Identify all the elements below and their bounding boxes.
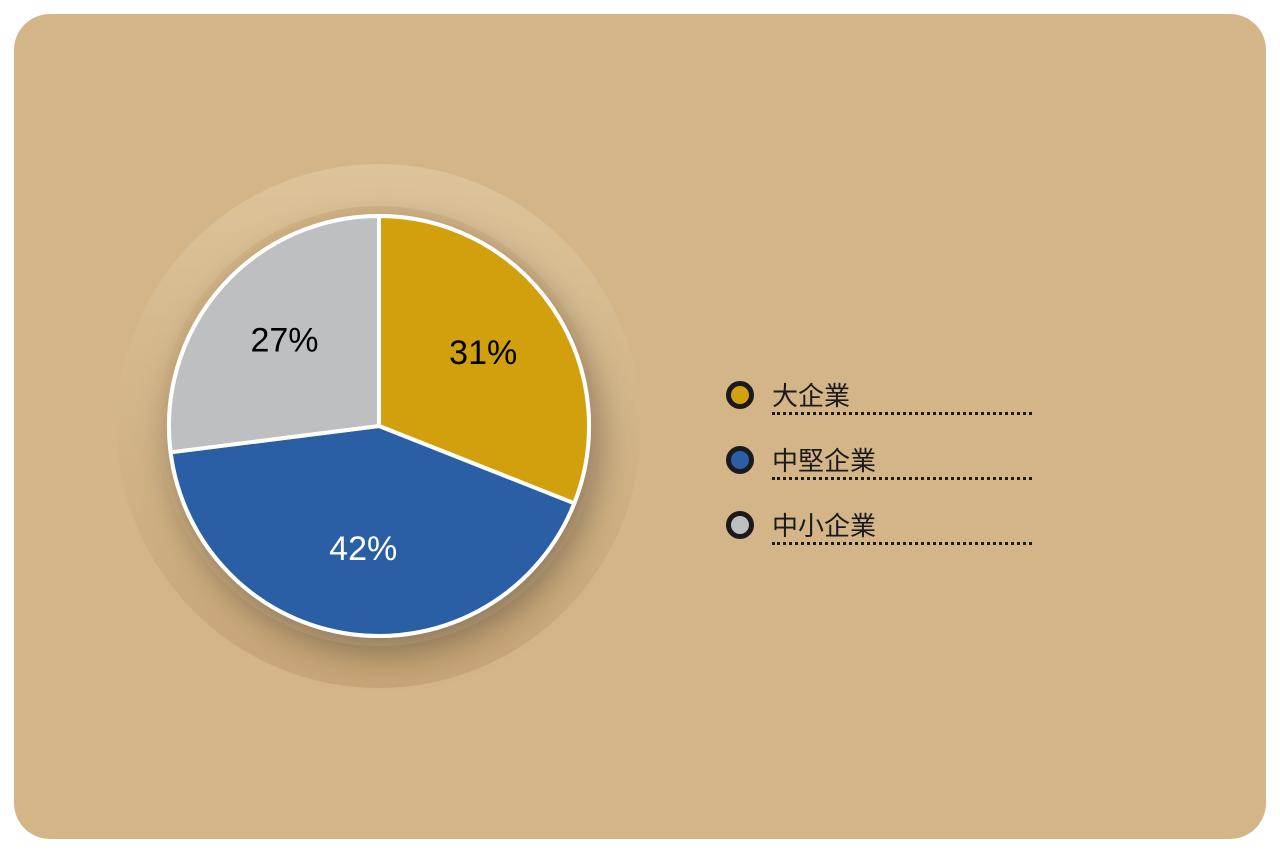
pie-slice-label: 27%	[250, 322, 318, 360]
legend-item: 中小企業	[726, 506, 1032, 543]
legend-dotted-line	[772, 542, 1032, 545]
legend-label: 中堅企業	[772, 446, 876, 476]
pie-svg: 31% 42% 27%	[87, 134, 671, 718]
legend-marker-icon	[726, 446, 754, 474]
pie-chart: 31% 42% 27%	[87, 134, 671, 723]
legend-label: 中小企業	[772, 511, 876, 541]
legend-dotted-line	[772, 412, 1032, 415]
legend-dotted-line	[772, 477, 1032, 480]
pie-slice-label: 42%	[329, 530, 397, 568]
legend-item: 大企業	[726, 376, 1032, 413]
legend-marker-icon	[726, 511, 754, 539]
legend-item: 中堅企業	[726, 441, 1032, 478]
legend: 大企業中堅企業中小企業	[726, 376, 1032, 543]
legend-label: 大企業	[772, 381, 850, 411]
chart-panel: 31% 42% 27% 大企業中堅企業中小企業	[14, 14, 1266, 839]
legend-marker-icon	[726, 381, 754, 409]
pie-slice-label: 31%	[449, 334, 517, 372]
